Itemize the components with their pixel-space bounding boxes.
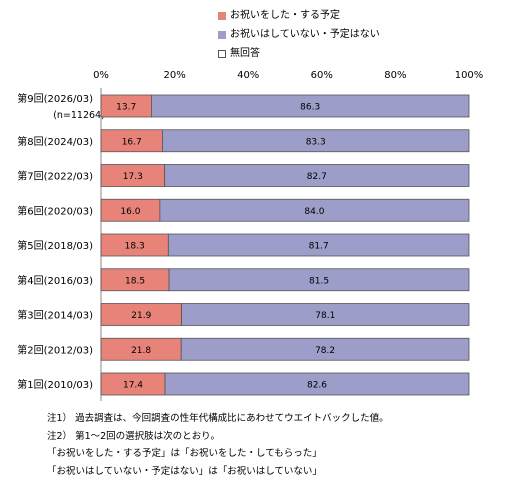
data-label: 21.9: [131, 311, 151, 321]
note-4: 「お祝いはしていない・予定はない」は「お祝いはしていない」: [47, 465, 322, 477]
bar-segment-not-celebrated: [168, 268, 470, 292]
data-label: 78.2: [315, 346, 335, 356]
category-label: 第4回(2016/03): [17, 274, 93, 287]
category-note-label: (n=11264): [53, 110, 105, 121]
category-label: 第9回(2026/03): [17, 92, 93, 105]
category-label: 第2回(2012/03): [17, 343, 93, 356]
x-tick-label: 0%: [93, 70, 109, 81]
bar-segment-not-celebrated: [151, 94, 470, 118]
legend-label-celebrated: お祝いをした・する予定: [230, 10, 340, 21]
bar-segment-not-celebrated: [181, 303, 470, 326]
data-label: 86.3: [300, 103, 320, 113]
legend-label-no-answer: 無回答: [230, 48, 260, 59]
data-label: 84.0: [304, 207, 324, 217]
bar-segment-not-celebrated: [167, 233, 470, 257]
bar-segment-not-celebrated: [159, 198, 470, 222]
data-label: 17.3: [123, 172, 143, 182]
data-label: 83.3: [306, 137, 326, 147]
bar-segment-not-celebrated: [164, 372, 470, 396]
x-tick-label: 60%: [311, 70, 333, 81]
data-label: 18.3: [125, 242, 145, 252]
data-label: 18.5: [125, 276, 145, 286]
x-tick-label: 20%: [163, 70, 185, 81]
data-label: 16.0: [120, 207, 140, 217]
legend-item-not-celebrated: お祝いはしていない・予定はない: [218, 25, 380, 44]
category-label: 第6回(2020/03): [17, 204, 93, 217]
note-1: 注1） 過去調査は、今回調査の性年代構成比にあわせてウエイトバックした値。: [47, 413, 389, 424]
note-3: 「お祝いをした・する予定」は「お祝いをした・してもらった」: [47, 448, 322, 459]
data-label: 21.8: [131, 346, 151, 356]
data-label: 81.7: [309, 242, 329, 252]
legend-label-not-celebrated: お祝いはしていない・予定はない: [230, 29, 380, 40]
data-label: 78.1: [315, 311, 335, 321]
legend-item-no-answer: 無回答: [218, 44, 380, 63]
bar-segment-not-celebrated: [164, 164, 470, 187]
category-label: 第1回(2010/03): [17, 378, 93, 391]
chart-legend: お祝いをした・する予定 お祝いはしていない・予定はない 無回答: [218, 6, 380, 63]
bar-segment-not-celebrated: [180, 337, 470, 361]
legend-item-celebrated: お祝いをした・する予定: [218, 6, 380, 25]
note-2: 注2） 第1～2回の選択肢は次のとおり。: [47, 430, 220, 442]
data-label: 82.7: [307, 172, 327, 182]
x-tick-label: 40%: [237, 70, 259, 81]
legend-swatch-no-answer: [218, 49, 226, 58]
data-label: 13.7: [116, 103, 136, 113]
x-tick-label: 80%: [384, 70, 406, 81]
data-label: 82.6: [307, 381, 327, 391]
legend-swatch-not-celebrated: [218, 30, 226, 39]
data-label: 81.5: [309, 276, 329, 286]
data-label: 16.7: [122, 137, 142, 147]
bar-segment-not-celebrated: [162, 129, 470, 153]
chart-notes: 注1） 過去調査は、今回調査の性年代構成比にあわせてウエイトバックした値。 注2…: [47, 410, 389, 480]
category-label: 第7回(2022/03): [17, 170, 93, 183]
category-label: 第3回(2014/03): [17, 309, 93, 322]
category-label: 第8回(2024/03): [17, 135, 93, 148]
x-tick-label: 100%: [455, 70, 484, 81]
legend-swatch-celebrated: [218, 11, 226, 20]
category-label: 第5回(2018/03): [17, 239, 93, 252]
data-label: 17.4: [123, 381, 143, 391]
